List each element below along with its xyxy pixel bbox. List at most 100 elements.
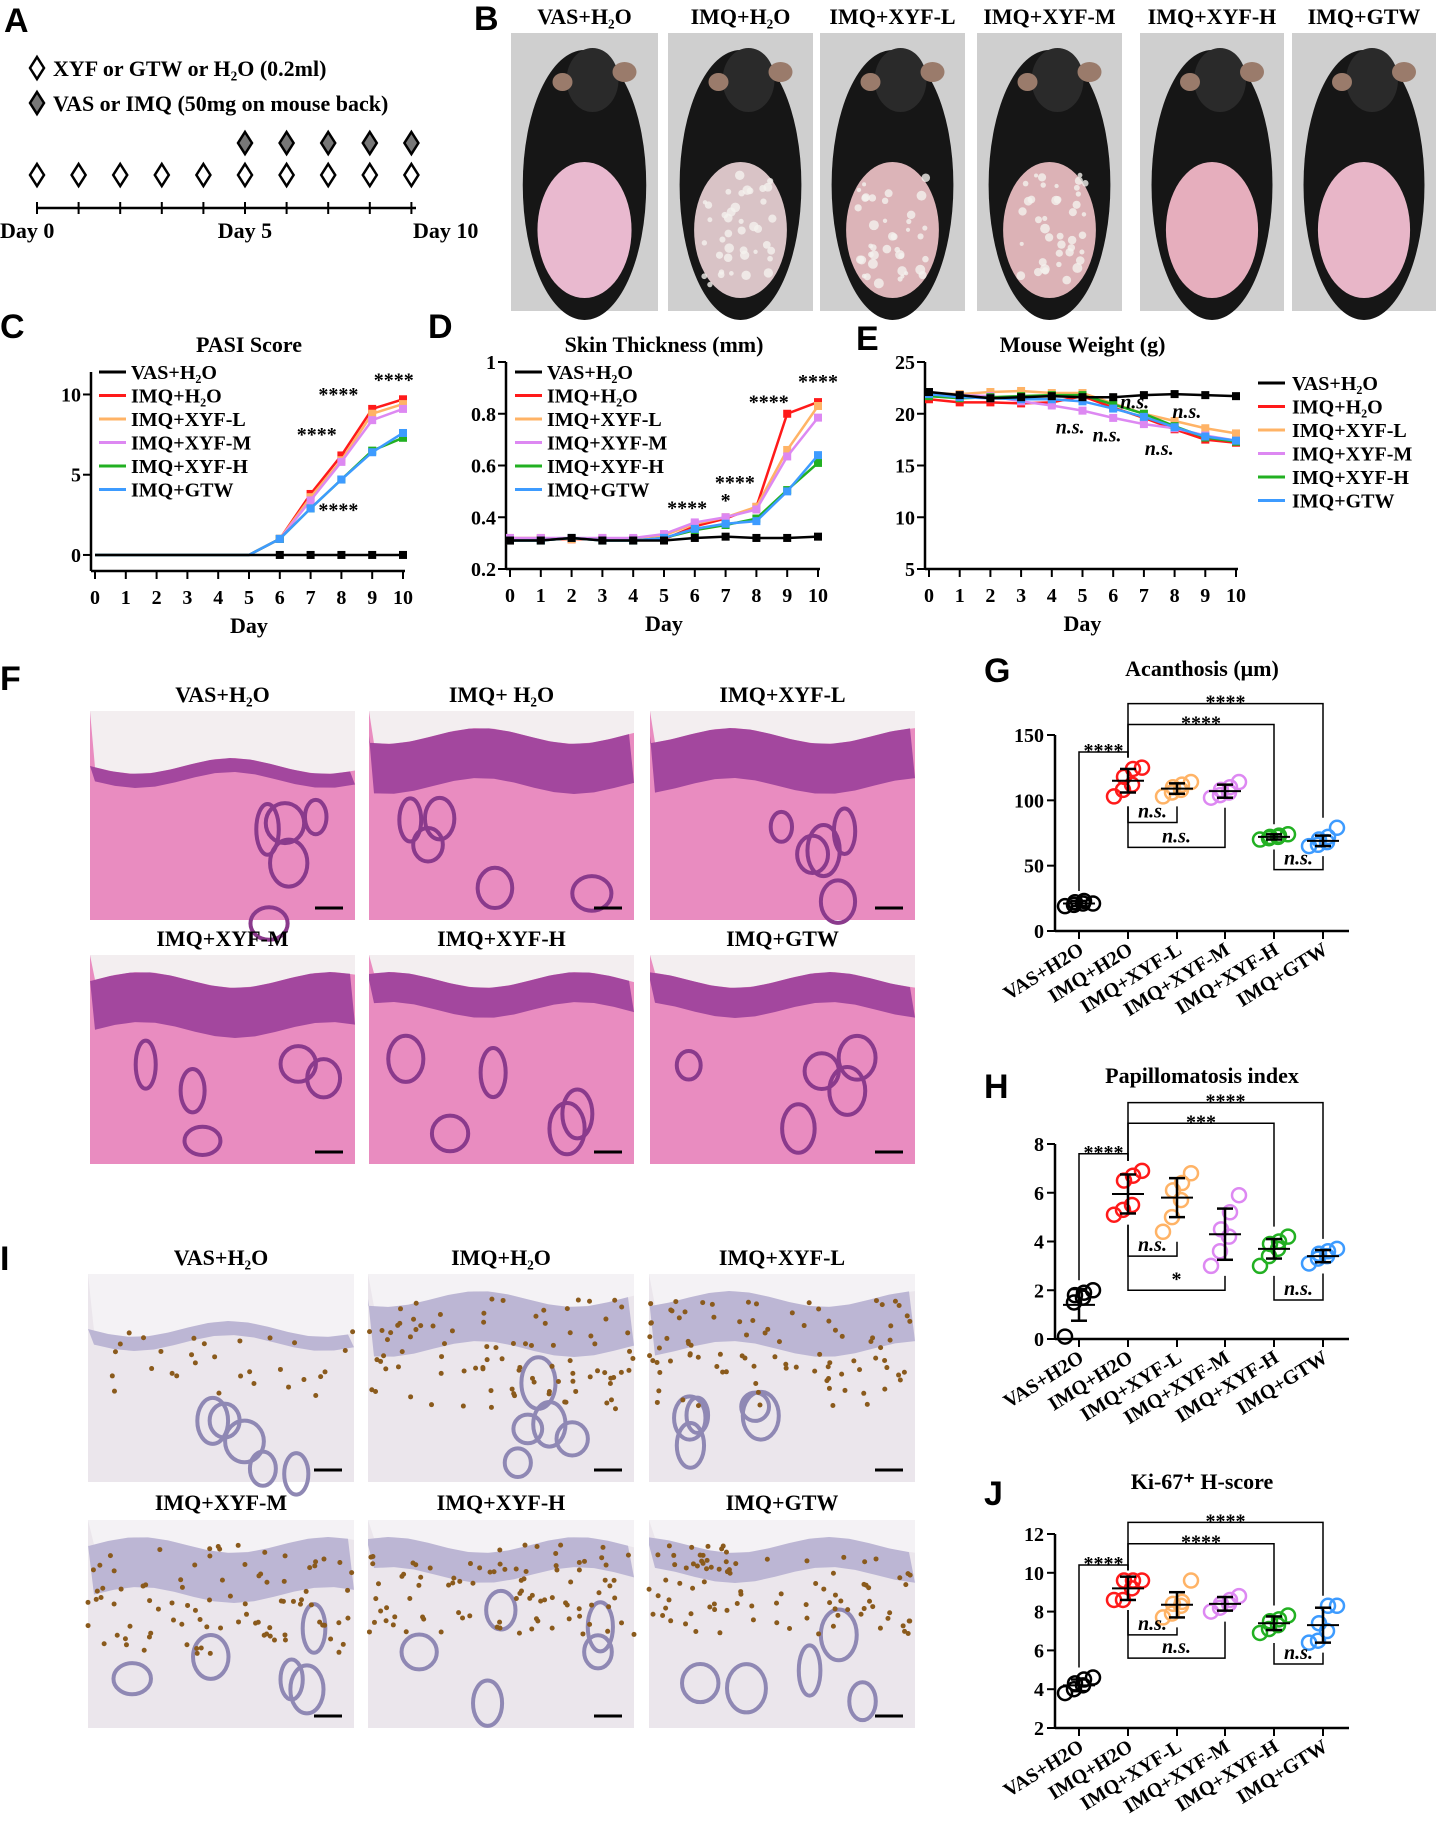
epidermis — [650, 972, 915, 1018]
scale-flake — [1019, 241, 1024, 246]
slide-background — [369, 955, 634, 988]
epidermis — [88, 1537, 354, 1603]
chart-title: PASI Score — [196, 332, 302, 357]
data-point — [1109, 413, 1118, 422]
y-tick-label: 12 — [1024, 1524, 1044, 1546]
data-point — [1173, 1593, 1191, 1611]
scale-flake — [1074, 176, 1083, 185]
y-tick-label: 25 — [895, 352, 915, 374]
panel-label-i: I — [0, 1240, 9, 1278]
slide-background — [650, 955, 915, 988]
ki67-positive-nucleus — [570, 1378, 576, 1384]
ki67-positive-nucleus — [237, 1338, 243, 1344]
scale-flake — [707, 217, 713, 223]
mouse-head — [1346, 48, 1398, 112]
ki67-positive-nucleus — [655, 1552, 661, 1558]
significance-annotation: n.s. — [1172, 401, 1201, 423]
significance-bracket — [1127, 1122, 1275, 1227]
data-point — [1017, 386, 1026, 395]
ki67-positive-nucleus — [878, 1345, 884, 1351]
data-point — [1109, 393, 1118, 402]
data-point — [1201, 391, 1210, 400]
ki67-positive-nucleus — [374, 1357, 380, 1363]
scale-flake — [730, 202, 741, 213]
ki67-positive-nucleus — [336, 1620, 342, 1626]
ki67-positive-nucleus — [282, 1553, 288, 1559]
ki67-positive-nucleus — [619, 1304, 625, 1310]
ki67-positive-nucleus — [841, 1554, 847, 1560]
scale-flake — [1075, 256, 1085, 265]
ki67-positive-nucleus — [671, 1552, 677, 1558]
ki67-positive-nucleus — [667, 1358, 673, 1364]
scale-flake — [1038, 258, 1047, 267]
ki67-positive-nucleus — [764, 1556, 770, 1562]
ki67-positive-nucleus — [737, 1319, 743, 1325]
data-point — [1261, 1613, 1279, 1630]
ki67-positive-nucleus — [384, 1337, 390, 1343]
ki67-positive-nucleus — [712, 1607, 718, 1613]
panel-label-a: A — [4, 2, 29, 40]
data-point — [986, 398, 995, 407]
he-micrograph — [650, 955, 915, 1164]
y-tick-label: 0 — [71, 545, 81, 567]
data-point — [690, 533, 699, 542]
scale-flake — [724, 243, 734, 253]
hair-follicle — [847, 1680, 878, 1723]
ki67-positive-nucleus — [350, 1329, 356, 1335]
micrograph-group-label: VAS+H₂O — [175, 682, 270, 707]
mouse-photo — [977, 33, 1122, 320]
scale-flake — [767, 246, 776, 255]
data-point — [1232, 429, 1240, 438]
panel-label-d: D — [428, 308, 453, 346]
ki67-positive-nucleus — [720, 1369, 726, 1375]
ki67-positive-nucleus — [149, 1366, 155, 1372]
scale-flake — [719, 236, 726, 243]
ki67-positive-nucleus — [580, 1631, 586, 1637]
data-point — [814, 532, 822, 541]
ki67-positive-nucleus — [700, 1300, 706, 1306]
micrograph-group-label: IMQ+XYF-H — [437, 926, 566, 951]
photo-group-label: IMQ+GTW — [1308, 4, 1421, 29]
ki67-positive-nucleus — [870, 1335, 876, 1341]
data-point — [1279, 826, 1297, 843]
mouse-photo — [1140, 33, 1284, 320]
ki67-positive-nucleus — [626, 1367, 632, 1373]
ki67-positive-nucleus — [787, 1626, 793, 1632]
hair-follicle — [836, 1033, 878, 1082]
data-point — [1232, 436, 1240, 445]
ki67-positive-nucleus — [575, 1297, 581, 1303]
ki67-positive-nucleus — [157, 1547, 163, 1553]
significance-label: n.s. — [1162, 825, 1191, 847]
ki67-positive-nucleus — [690, 1561, 696, 1567]
ihc-micrograph — [88, 1274, 356, 1497]
slide-background — [369, 711, 634, 744]
ki67-positive-nucleus — [900, 1623, 906, 1629]
ki67-positive-nucleus — [631, 1631, 637, 1637]
ki67-positive-nucleus — [497, 1619, 503, 1625]
ki67-positive-nucleus — [826, 1385, 832, 1391]
data-point — [1230, 773, 1248, 791]
ki67-positive-nucleus — [114, 1632, 120, 1638]
photo-group-label: IMQ+XYF-H — [1148, 4, 1277, 29]
scale-flake — [862, 182, 867, 187]
hair-follicle — [585, 1600, 615, 1654]
ki67-positive-nucleus — [564, 1602, 570, 1608]
ki67-positive-nucleus — [516, 1367, 522, 1373]
ki67-positive-nucleus — [281, 1578, 287, 1584]
scale-flake — [1056, 261, 1062, 268]
x-tick-label: 1 — [121, 587, 131, 609]
hair-follicle — [278, 1044, 318, 1084]
group-4 — [1251, 1607, 1297, 1642]
data-point — [337, 451, 346, 460]
ki67-positive-nucleus — [750, 1318, 756, 1324]
ki67-positive-nucleus — [473, 1365, 479, 1371]
ki67-positive-nucleus — [870, 1604, 876, 1610]
ki67-positive-nucleus — [430, 1323, 436, 1329]
x-tick-label: 7 — [1139, 585, 1149, 607]
y-tick-label: 0 — [1034, 921, 1044, 943]
ki67-positive-nucleus — [666, 1543, 672, 1549]
ki67-positive-nucleus — [184, 1642, 190, 1648]
ki67-positive-nucleus — [533, 1313, 539, 1319]
ki67-positive-nucleus — [416, 1582, 422, 1588]
group-0 — [1056, 1669, 1102, 1702]
